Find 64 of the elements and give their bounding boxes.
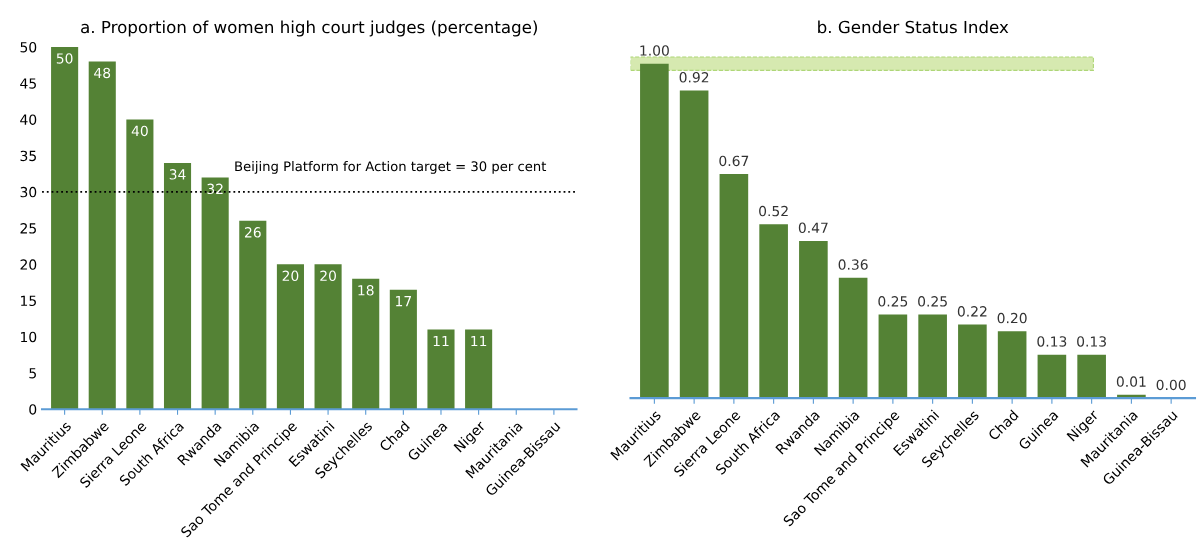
data-label: 17 <box>396 296 411 307</box>
y-tick-label: 10 <box>21 331 37 343</box>
data-label: 0.47 <box>798 222 828 234</box>
data-label: 20 <box>282 270 299 282</box>
bar <box>389 289 417 410</box>
data-label: 0.67 <box>719 155 749 167</box>
bar <box>1037 354 1067 399</box>
y-tick-label: 40 <box>20 114 37 125</box>
data-label: 50 <box>56 53 73 64</box>
y-tick-label: 0 <box>29 404 37 415</box>
y-tick-label: 15 <box>21 295 36 307</box>
chart-title: a. Proportion of women high court judges (percentage) <box>81 20 537 37</box>
bar <box>163 162 192 410</box>
data-label: 0.25 <box>878 296 908 307</box>
data-label: 20 <box>320 270 336 282</box>
data-label: 0.00 <box>1156 379 1186 391</box>
bar <box>126 119 154 410</box>
bar <box>640 63 669 399</box>
bar <box>51 47 79 410</box>
y-tick-label: 25 <box>20 223 36 234</box>
data-label: 0.20 <box>997 312 1027 324</box>
y-tick-label: 20 <box>20 259 37 270</box>
data-label: 0.52 <box>759 205 788 217</box>
bar <box>239 220 267 410</box>
bar <box>465 329 493 410</box>
bar <box>276 264 304 410</box>
y-tick-label: 5 <box>29 368 36 379</box>
data-label: 0.92 <box>679 72 709 83</box>
ref-line-label: Beijing Platform for Action target = 30 per cent <box>235 161 547 174</box>
y-tick-label: 45 <box>20 78 36 89</box>
bar <box>427 329 455 410</box>
data-label: 32 <box>207 183 223 195</box>
data-label: 48 <box>94 67 111 79</box>
data-label: 11 <box>471 335 487 347</box>
bar <box>838 277 868 399</box>
chart-title: b. Gender Status Index <box>818 20 1009 34</box>
y-tick-label: 50 <box>20 41 37 53</box>
bar <box>679 90 709 399</box>
data-label: 40 <box>131 125 148 137</box>
data-label: 0.25 <box>918 296 947 307</box>
data-label: 0.13 <box>1077 336 1106 347</box>
bar <box>878 314 908 399</box>
bar <box>759 224 788 399</box>
y-tick-label: 30 <box>20 186 37 198</box>
bar <box>88 61 116 410</box>
bar <box>201 177 229 410</box>
bar <box>314 264 342 410</box>
data-label: 11 <box>433 335 449 347</box>
data-label: 18 <box>358 285 374 296</box>
bar <box>352 278 380 410</box>
data-label: 0.36 <box>838 259 868 270</box>
data-label: 34 <box>169 169 186 180</box>
bar <box>719 174 749 399</box>
data-label: 0.01 <box>1116 376 1146 387</box>
data-label: 1.00 <box>640 45 669 56</box>
bar <box>1077 354 1106 399</box>
bar <box>918 314 947 399</box>
bar <box>799 240 828 399</box>
bar <box>958 324 987 399</box>
data-label: 0.22 <box>957 306 987 317</box>
y-tick-label: 35 <box>20 150 36 162</box>
bar <box>997 331 1027 399</box>
data-label: 26 <box>244 227 261 238</box>
data-label: 0.13 <box>1037 336 1067 347</box>
